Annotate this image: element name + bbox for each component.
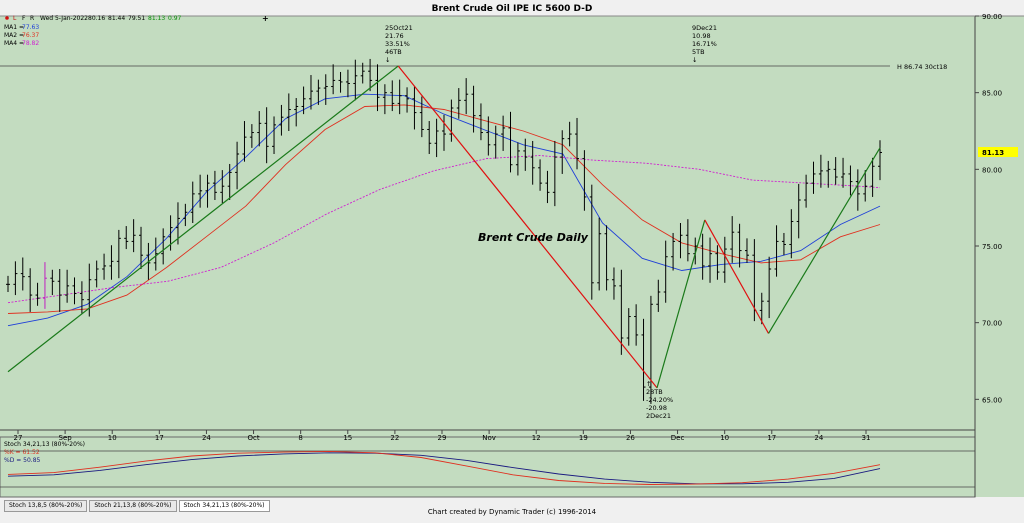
legend-value-ma4: 78.82 bbox=[22, 40, 39, 47]
stoch-k-label: %K = 61.52 bbox=[4, 449, 40, 456]
stoch-d-label: %D = 50.85 bbox=[4, 457, 41, 464]
x-tick-label-9: 29 bbox=[438, 434, 447, 442]
stoch-panel bbox=[0, 436, 976, 498]
annotation-0-line-0: 25Oct21 bbox=[385, 24, 413, 32]
quote-change: 0.97 bbox=[168, 15, 182, 22]
x-tick-label-7: 15 bbox=[343, 434, 352, 442]
x-tick-label-4: 24 bbox=[202, 434, 211, 442]
x-tick-label-13: 26 bbox=[626, 434, 635, 442]
y-tick-label-1: 85.00 bbox=[982, 90, 1002, 98]
price-panel bbox=[0, 16, 975, 430]
y-tick-label-3: 75.00 bbox=[982, 243, 1002, 251]
legend-value-ma2: 76.37 bbox=[22, 32, 39, 39]
x-tick-label-2: 10 bbox=[108, 434, 117, 442]
quote-high: 81.44 bbox=[108, 15, 125, 22]
indicator-tab-1[interactable]: Stoch 21,13,8 (80%-20%) bbox=[89, 500, 177, 512]
x-tick-label-18: 31 bbox=[862, 434, 871, 442]
wave-line-3 bbox=[704, 219, 770, 334]
wave-line-2 bbox=[656, 219, 706, 388]
annotation-2-line-0: ↑ bbox=[646, 380, 651, 388]
last-price-label: 81.13 bbox=[982, 149, 1004, 157]
annotation-2-line-4: 2Dec21 bbox=[646, 412, 671, 420]
x-tick-label-14: Dec bbox=[671, 434, 685, 442]
annotation-1-line-3: 5TB bbox=[692, 48, 705, 56]
wave-line-1 bbox=[397, 65, 658, 389]
x-tick-label-0: 27 bbox=[14, 434, 23, 442]
stoch-title: Stoch 34,21,13 (80%-20%) bbox=[4, 441, 85, 448]
legend-value-ma1: 77.63 bbox=[22, 24, 39, 31]
toolbar-f: F bbox=[22, 15, 26, 22]
indicator-tab-2[interactable]: Stoch 34,21,13 (80%-20%) bbox=[178, 500, 270, 512]
annotation-2-line-3: -20.98 bbox=[646, 404, 667, 412]
quote-close: 81.13 bbox=[148, 15, 165, 22]
x-tick-label-16: 17 bbox=[767, 434, 776, 442]
ma-line-ma4 bbox=[7, 155, 881, 304]
stoch-d-line bbox=[7, 452, 881, 485]
annotation-1-line-1: 10.98 bbox=[692, 32, 711, 40]
x-tick-label-1: Sep bbox=[59, 434, 73, 442]
quote-low: 79.51 bbox=[128, 15, 145, 22]
quote-date: Wed 5-Jan-2022 bbox=[40, 15, 88, 22]
quote-open: 80.16 bbox=[88, 15, 105, 22]
wave-line-4 bbox=[767, 147, 881, 334]
x-tick-label-11: 12 bbox=[532, 434, 541, 442]
last-price-box bbox=[978, 147, 1018, 158]
x-tick-label-15: 10 bbox=[720, 434, 729, 442]
annotation-0-line-2: 33.51% bbox=[385, 40, 410, 48]
annotation-0-line-1: 21.76 bbox=[385, 32, 404, 40]
y-tick-label-0: 90.00 bbox=[982, 13, 1002, 21]
legend-label-ma4: MA4 = bbox=[4, 40, 24, 47]
x-tick-label-10: Nov bbox=[482, 434, 496, 442]
red-dot-icon bbox=[5, 16, 9, 20]
toolbar-l: L bbox=[13, 15, 17, 22]
x-tick-label-3: 17 bbox=[155, 434, 164, 442]
x-tick-label-12: 19 bbox=[579, 434, 588, 442]
toolbar-r: R bbox=[30, 15, 34, 22]
x-tick-label-8: 22 bbox=[390, 434, 399, 442]
high-line-label: H 86.74 30ct18 bbox=[897, 63, 947, 71]
y-tick-label-5: 65.00 bbox=[982, 396, 1002, 404]
plus-icon: + bbox=[262, 14, 269, 23]
x-tick-label-5: Oct bbox=[248, 434, 260, 442]
y-tick-label-2: 80.00 bbox=[982, 166, 1002, 174]
indicator-tab-0[interactable]: Stoch 13,8,5 (80%-20%) bbox=[4, 500, 88, 512]
annotation-1-line-0: 9Dec21 bbox=[692, 24, 717, 32]
x-tick-label-6: 8 bbox=[298, 434, 302, 442]
annotation-0-line-3: 46TB bbox=[385, 48, 402, 56]
annotation-2-line-1: 28TB bbox=[646, 388, 663, 396]
annotation-1-line-2: 16.71% bbox=[692, 40, 717, 48]
footer-credit: Chart created by Dynamic Trader (c) 1996… bbox=[427, 508, 597, 516]
legend-label-ma1: MA1 = bbox=[4, 24, 24, 31]
ma-line-ma1 bbox=[7, 93, 881, 327]
chart-title: Brent Crude Oil IPE IC 5600 D-D bbox=[432, 4, 593, 14]
indicator-tabs: Stoch 13,8,5 (80%-20%) Stoch 21,13,8 (80%… bbox=[4, 500, 270, 512]
wave-line-0 bbox=[7, 65, 399, 373]
annotation-1-line-4: ↓ bbox=[692, 56, 697, 64]
x-tick-label-17: 24 bbox=[814, 434, 823, 442]
stoch-k-line bbox=[7, 450, 881, 485]
price-axis bbox=[975, 16, 1024, 497]
legend-label-ma2: MA2 = bbox=[4, 32, 24, 39]
annotation-2-line-2: -24.20% bbox=[646, 396, 673, 404]
y-tick-label-4: 70.00 bbox=[982, 320, 1002, 328]
watermark-label: Brent Crude Daily bbox=[478, 231, 589, 244]
ma-line-ma2 bbox=[7, 104, 881, 314]
annotation-0-line-4: ↓ bbox=[385, 56, 390, 64]
